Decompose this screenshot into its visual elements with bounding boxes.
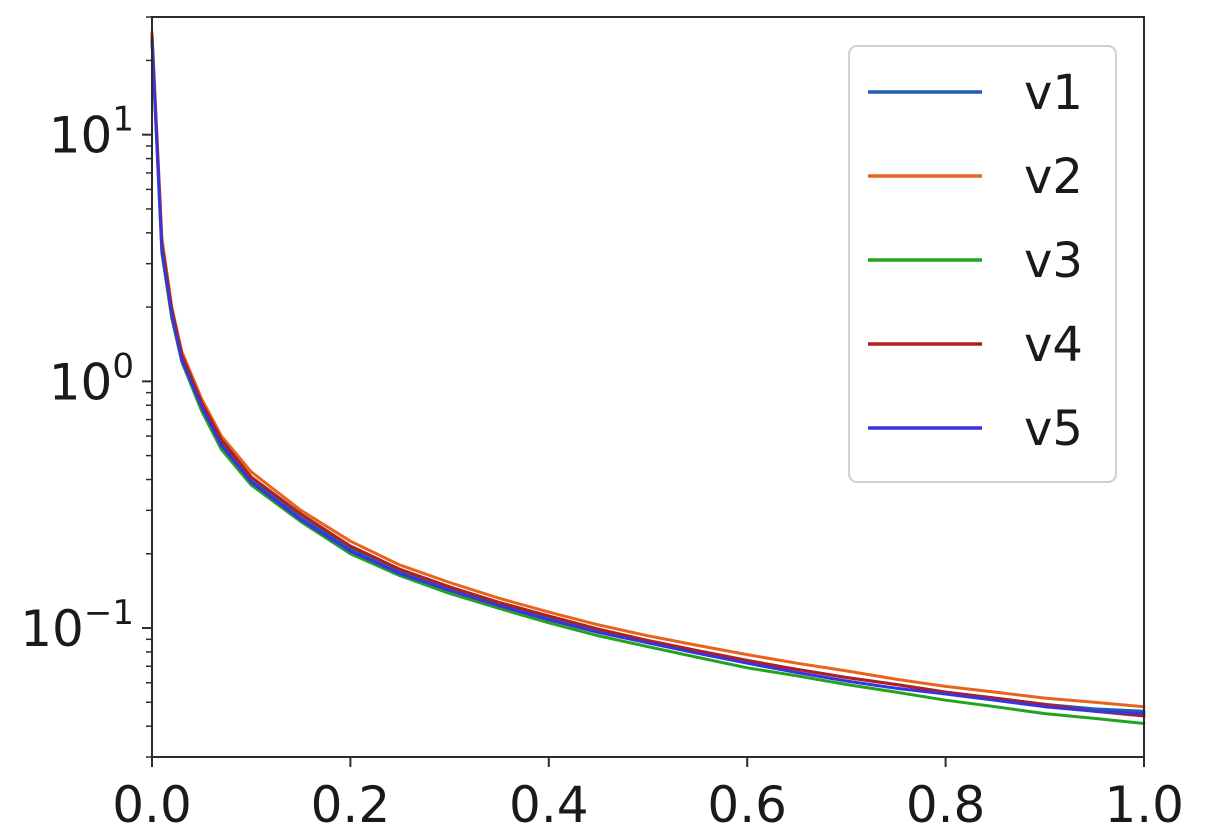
legend: v1 v2 v3 v4 v5	[848, 45, 1117, 483]
x-tick-label: 0.2	[311, 776, 391, 830]
x-tick-label: 0.6	[707, 776, 787, 830]
plot-frame	[151, 16, 1145, 758]
legend-label-v5: v5	[1024, 401, 1083, 457]
series-layer	[150, 30, 1146, 725]
y-axis: 101 100 10−1	[20, 16, 152, 758]
x-tick-label: 0.4	[509, 776, 589, 830]
y-tick-label: 101	[49, 100, 134, 165]
x-axis: 0.0 0.2 0.4 0.6 0.8 1.0	[112, 757, 1184, 834]
series-line-v3	[150, 39, 1146, 725]
series-line-v5	[150, 39, 1146, 716]
legend-label-v1: v1	[1024, 65, 1083, 121]
x-tick-label: 0.0	[112, 776, 192, 830]
x-tick-label: 0.8	[906, 776, 986, 830]
legend-label-v2: v2	[1024, 149, 1083, 205]
legend-box	[848, 45, 1117, 483]
y-tick-label: 10−1	[20, 593, 134, 658]
y-tick-label: 100	[49, 346, 134, 411]
legend-label-v3: v3	[1024, 233, 1083, 289]
x-tick-label: 1.0	[1104, 776, 1184, 830]
legend-label-v4: v4	[1024, 317, 1083, 373]
series-line-v4	[150, 35, 1146, 718]
